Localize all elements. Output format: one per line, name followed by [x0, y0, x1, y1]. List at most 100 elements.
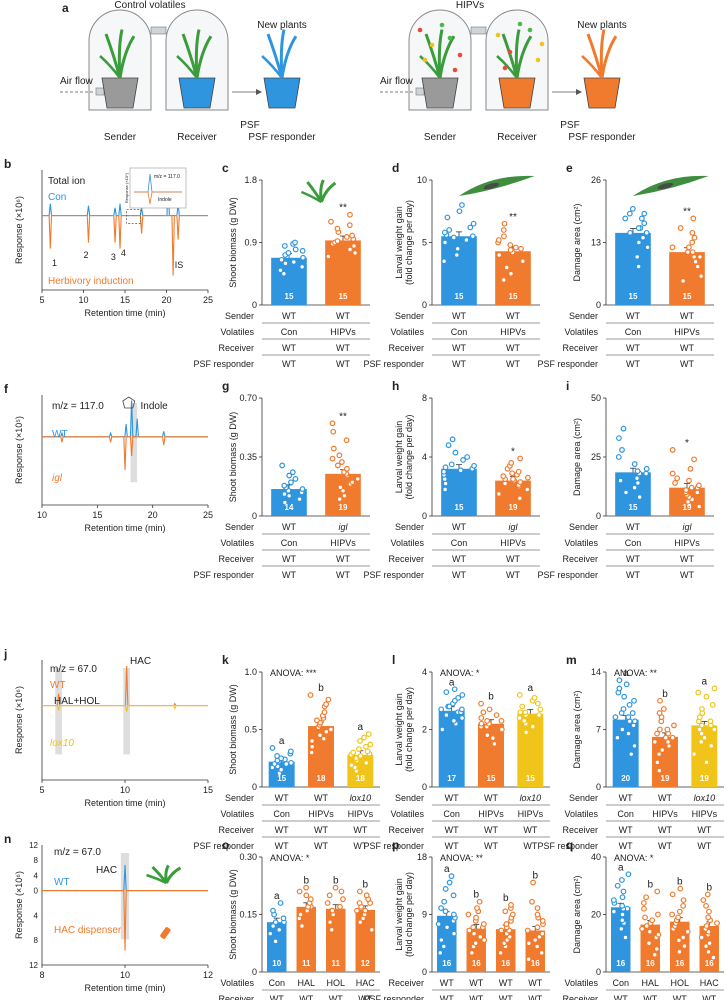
significance-label: b: [488, 692, 494, 703]
data-point: [524, 927, 531, 934]
data-point: [278, 256, 285, 263]
row-value: WT: [499, 994, 513, 1000]
data-point: [330, 428, 337, 435]
significance-label: **: [683, 206, 691, 217]
data-point: [463, 237, 470, 243]
data-point: [503, 264, 510, 271]
data-point: [534, 924, 541, 931]
data-point: [442, 239, 448, 246]
row-value: WT: [452, 343, 466, 353]
pot-sender: [101, 77, 139, 109]
panel-letter-e: e: [566, 161, 573, 175]
data-point: [622, 215, 629, 222]
y-tick-label: 20: [591, 910, 601, 920]
row-label: Sender: [569, 311, 598, 321]
y-axis-label: Shoot biomass (g DW): [228, 869, 238, 960]
chromatogram-j: j 5 10 15 Retention time (min) Response (×10⁶…: [3, 647, 213, 808]
significance-label: a: [702, 676, 708, 687]
bar-chart-k: k 0 0.5 1.0 Shoot biomass (g DW) ANOVA: *** 15…: [193, 653, 380, 851]
row-value: HIPVs: [692, 809, 718, 819]
peak-4-label: 4: [121, 248, 126, 258]
inset-y-label: Response (×10⁵): [124, 172, 129, 203]
volatile-dot: [535, 57, 541, 63]
data-point: [350, 749, 357, 756]
significance-label: *: [511, 446, 515, 457]
row-value: WT: [680, 359, 694, 369]
row-value: WT: [506, 359, 520, 369]
data-point: [710, 954, 717, 961]
x-tick-label: 5: [39, 785, 44, 795]
bar: [495, 480, 531, 516]
data-point: [441, 258, 448, 265]
data-point: [269, 745, 276, 751]
y-axis-label: Larval weight gain: [394, 693, 404, 766]
bar-chart-p: p 0 9 18 Larval weight gain (fold change per …: [363, 838, 550, 1000]
y-tick-label: 0: [252, 967, 257, 977]
row-value: WT: [440, 994, 454, 1000]
n-label: 19: [683, 503, 692, 512]
leaf-shape: [261, 55, 283, 79]
row-value: HIPVs: [330, 327, 356, 337]
y-tick-label: 0: [596, 511, 601, 521]
row-value: lox10: [694, 793, 716, 803]
significance-label: **: [509, 212, 517, 223]
data-point: [448, 873, 455, 880]
n-label: 15: [339, 292, 348, 301]
data-point: [470, 220, 477, 227]
data-point: [635, 263, 642, 270]
data-point: [299, 486, 306, 492]
data-point: [664, 726, 671, 733]
y-tick-label: 1.8: [244, 175, 257, 185]
receiver-label: Receiver: [497, 132, 537, 143]
row-label: Volatiles: [564, 809, 598, 819]
data-point: [349, 479, 356, 486]
data-point: [323, 728, 330, 735]
data-point: [329, 455, 336, 462]
data-point: [267, 930, 274, 937]
y-axis-label-unit: (fold change per day): [404, 414, 414, 499]
x-axis-label: Retention time (min): [84, 983, 165, 993]
anova-label: ANOVA: *: [440, 668, 480, 678]
data-point: [519, 703, 526, 710]
data-point: [676, 908, 683, 915]
row-label: Volatiles: [220, 327, 254, 337]
bar: [612, 719, 639, 787]
n-label: 16: [705, 959, 714, 968]
data-point: [491, 740, 498, 747]
row-value: Con: [268, 978, 285, 988]
anova-label: ANOVA: *: [614, 853, 654, 863]
row-label: Volatiles: [564, 538, 598, 548]
psf-responder-label: PSF responder: [248, 132, 316, 143]
row-value: WT: [336, 570, 350, 580]
volatile-dot: [447, 35, 453, 41]
data-point: [507, 247, 514, 253]
data-point: [507, 242, 514, 248]
n-label: 17: [447, 774, 456, 783]
volatile-dot: [417, 27, 423, 33]
y-tick-label: 4: [422, 667, 427, 677]
n-label: 16: [501, 959, 510, 968]
panel-a-condition-label: Control volatiles: [114, 0, 185, 11]
data-point: [460, 457, 466, 463]
data-point: [635, 239, 642, 246]
y-tick-label: 4: [422, 452, 427, 462]
air-inlet: [415, 87, 425, 96]
data-point: [307, 692, 314, 698]
total-ion-label: Total ion: [48, 176, 85, 187]
bar: [296, 906, 316, 972]
data-point: [701, 734, 708, 741]
row-value: WT: [626, 359, 640, 369]
data-point: [534, 700, 541, 707]
data-point: [443, 712, 450, 719]
row-value: HIPVs: [674, 538, 700, 548]
data-point: [334, 238, 341, 245]
panel-letter-l: l: [392, 653, 395, 667]
row-value: WT: [336, 343, 350, 353]
data-point: [349, 232, 356, 239]
row-value: WT: [619, 793, 633, 803]
row-value: WT: [643, 994, 657, 1000]
data-point: [281, 482, 288, 489]
row-value: WT: [528, 994, 542, 1000]
